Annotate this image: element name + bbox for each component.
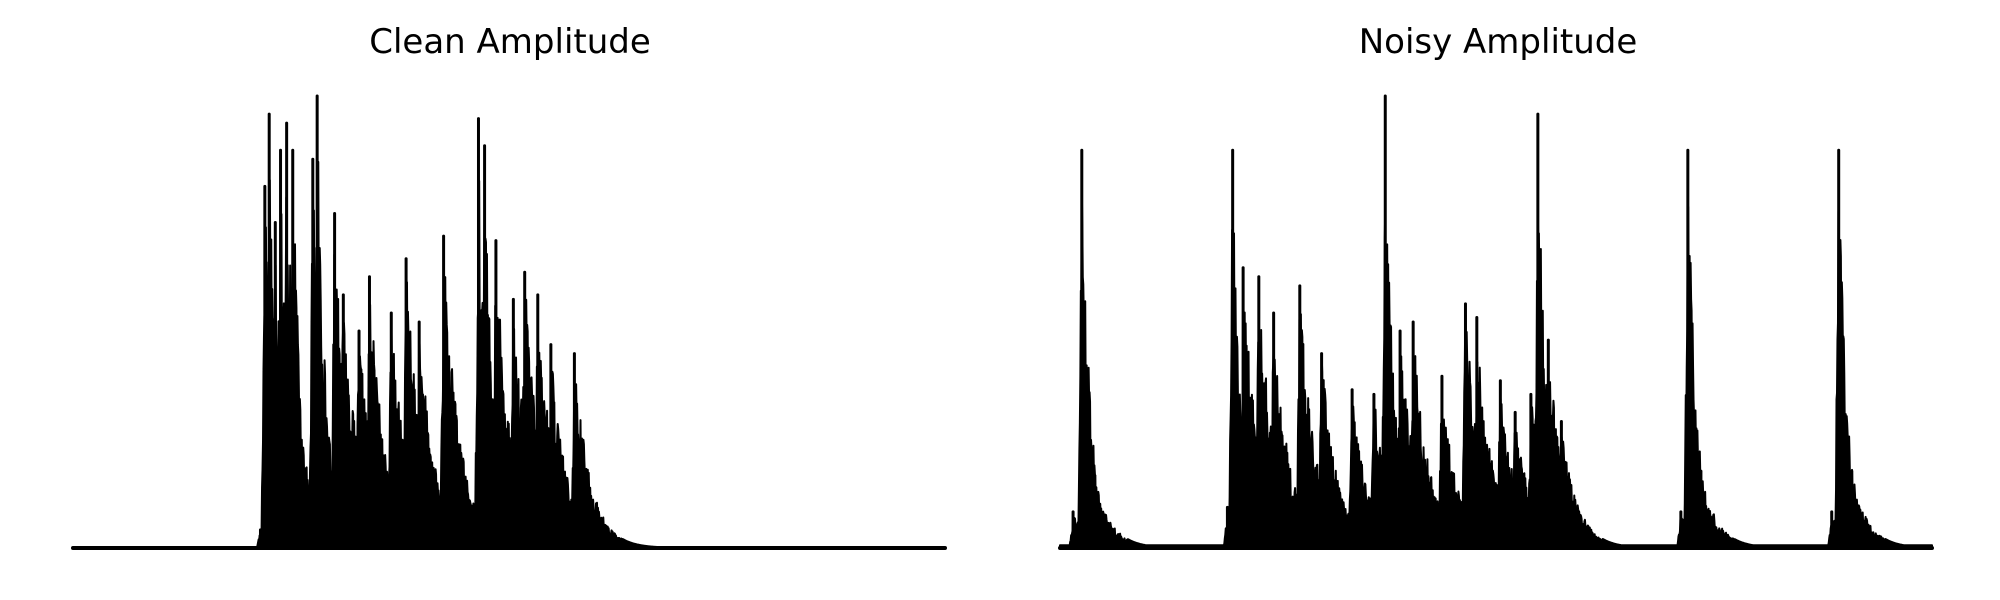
noisy-amplitude-waveform (1059, 190, 1933, 549)
noisy-amplitude-title: Noisy Amplitude (1358, 22, 1638, 62)
noisy-amplitude-plot (1058, 94, 1934, 550)
clean-amplitude-waveform (72, 152, 946, 549)
clean-amplitude-plot (71, 94, 947, 550)
clean-amplitude-title: Clean Amplitude (369, 22, 651, 62)
